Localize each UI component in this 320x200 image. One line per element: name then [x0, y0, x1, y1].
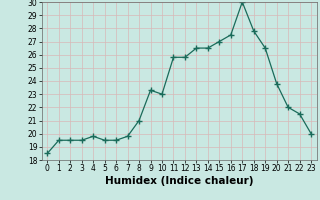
- X-axis label: Humidex (Indice chaleur): Humidex (Indice chaleur): [105, 176, 253, 186]
